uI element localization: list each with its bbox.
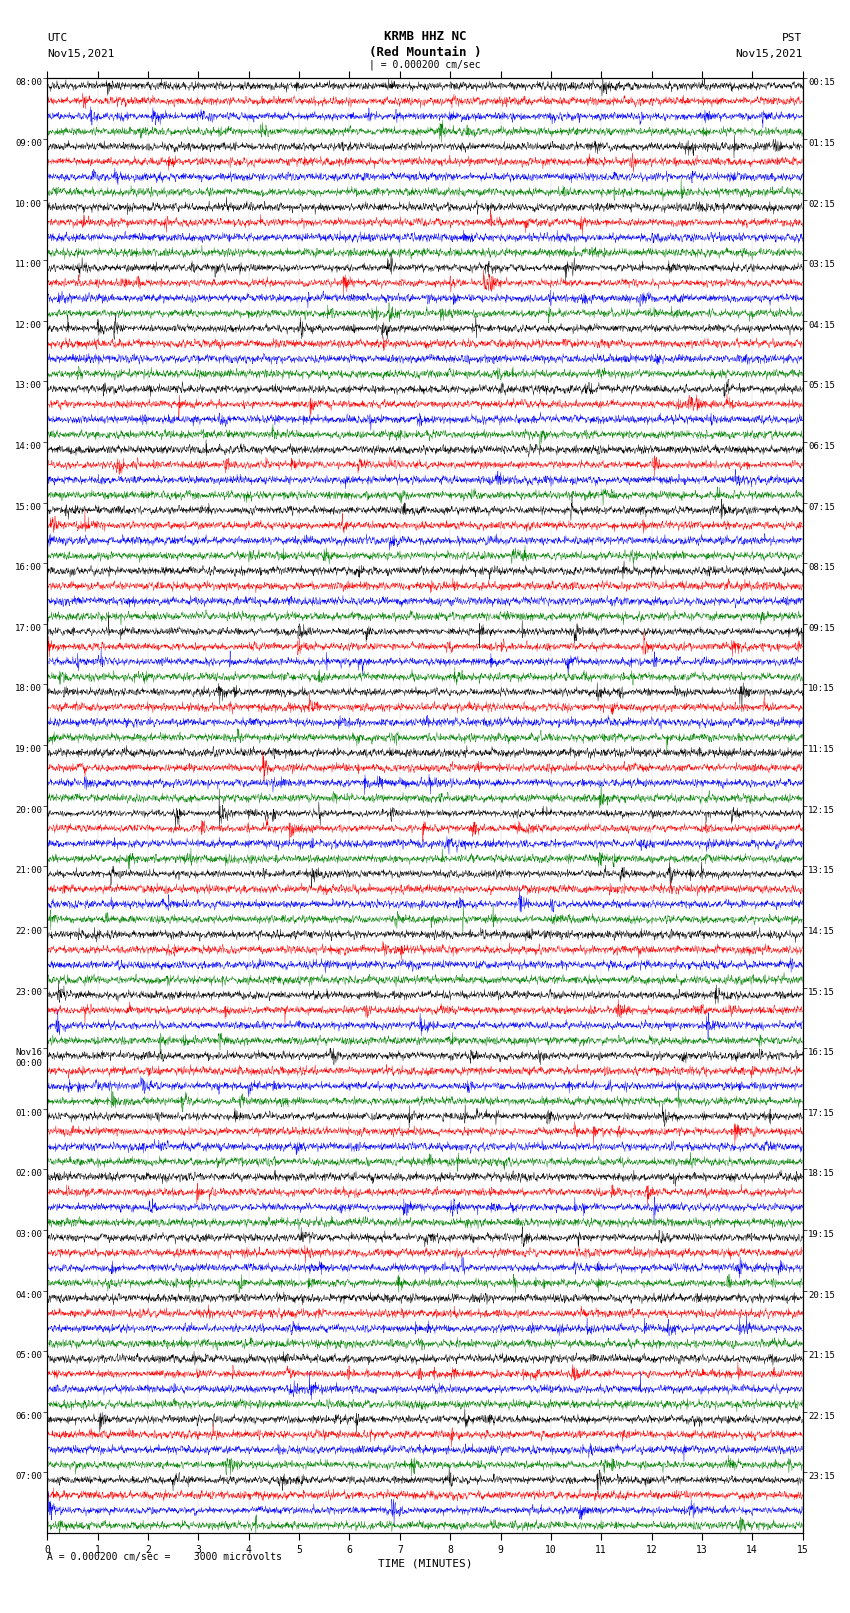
Text: PST: PST xyxy=(782,32,802,44)
Text: Nov15,2021: Nov15,2021 xyxy=(735,48,802,60)
Text: UTC: UTC xyxy=(48,32,68,44)
Text: Nov15,2021: Nov15,2021 xyxy=(48,48,115,60)
Text: Α = 0.000200 cm/sec =    3000 microvolts: Α = 0.000200 cm/sec = 3000 microvolts xyxy=(48,1552,282,1563)
X-axis label: TIME (MINUTES): TIME (MINUTES) xyxy=(377,1560,473,1569)
Text: | = 0.000200 cm/sec: | = 0.000200 cm/sec xyxy=(369,60,481,71)
Text: KRMB HHZ NC: KRMB HHZ NC xyxy=(383,31,467,44)
Text: (Red Mountain ): (Red Mountain ) xyxy=(369,47,481,60)
